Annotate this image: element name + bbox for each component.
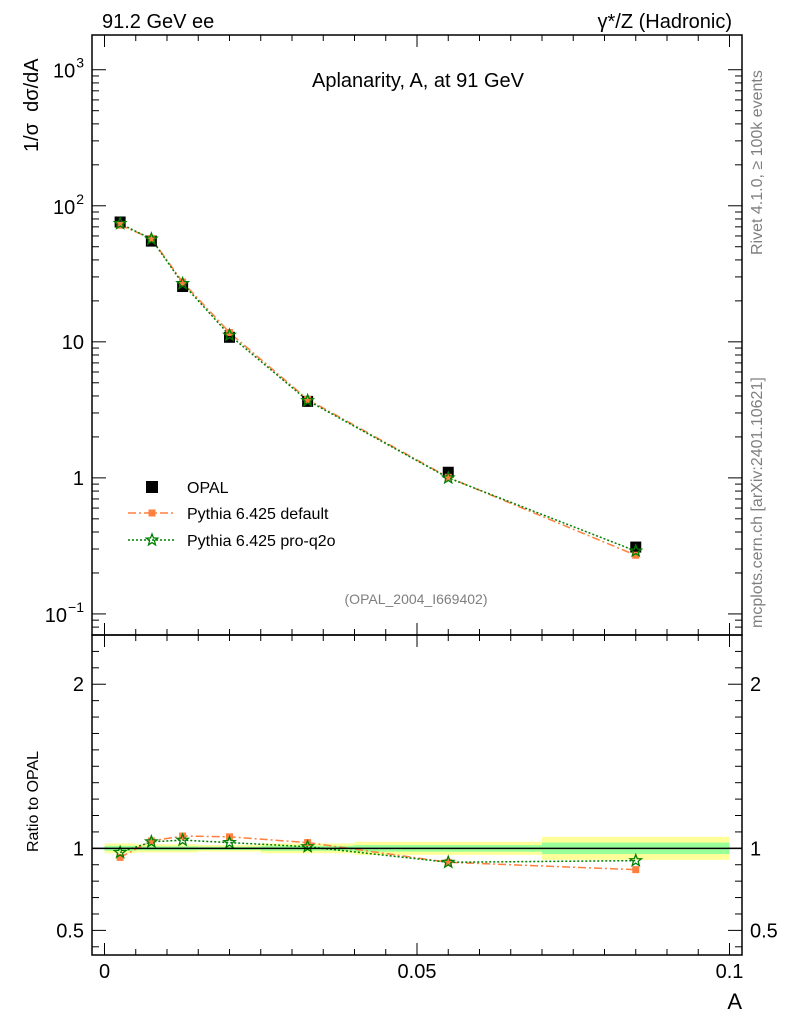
series-line-main — [119, 222, 637, 552]
x-tick-label: 0 — [99, 961, 110, 983]
legend-entry: Pythia 6.425 pro-q2o — [187, 533, 336, 550]
pythia-default-point — [632, 551, 640, 559]
y-tick-label: 10 — [53, 197, 75, 219]
analysis-tag: (OPAL_2004_I669402) — [345, 591, 488, 607]
ratio-tick-label-left: 0.5 — [56, 920, 84, 942]
x-axis-label: A — [727, 989, 742, 1014]
y-tick-label: 10 — [53, 61, 75, 83]
ratio-tick-label-left: 2 — [73, 674, 84, 696]
legend-opal-marker — [146, 481, 158, 493]
pythia-default-point — [147, 234, 155, 242]
header-right: γ*/Z (Hadronic) — [598, 11, 732, 33]
ratio-tick-label-right: 1 — [750, 838, 761, 860]
pythia-pro-q2o-point — [143, 231, 159, 246]
y-tick-label: 10 — [62, 332, 84, 354]
ratio-plot-frame — [91, 634, 743, 956]
pythia-default-ratio-point — [444, 858, 452, 866]
ratio-y-axis-label: Ratio to OPAL — [25, 751, 42, 852]
x-tick-label: 0.05 — [398, 961, 437, 983]
pythia-default-ratio-point — [304, 839, 312, 847]
pythia-default-ratio-point — [632, 866, 640, 874]
pythia-pro-q2o-ratio-point — [628, 852, 644, 868]
y-tick-label: 1 — [73, 468, 84, 490]
y-tick-label: 10 — [45, 605, 67, 627]
pythia-default-ratio-point — [116, 853, 124, 861]
series-markers — [112, 215, 644, 874]
ratio-tick-label-left: 1 — [73, 838, 84, 860]
pythia-pro-q2o-point — [628, 543, 644, 558]
pythia-pro-q2o-point — [222, 327, 237, 342]
pythia-pro-q2o-point — [300, 392, 316, 407]
legend-default-marker — [148, 509, 156, 517]
pythia-pro-q2o-ratio-point — [112, 844, 128, 859]
pythia-default-point — [116, 221, 124, 229]
legend-pro-marker — [144, 532, 160, 547]
legend-entry: Pythia 6.425 default — [187, 506, 329, 523]
pythia-pro-q2o-ratio-point — [143, 833, 159, 849]
pythia-default-point — [304, 395, 312, 403]
legend: OPAL Pythia 6.425 default Pythia 6.425 pro… — [128, 480, 336, 550]
pythia-pro-q2o-ratio-point — [222, 834, 237, 849]
legend-entry: OPAL — [187, 480, 229, 497]
header-left: 91.2 GeV ee — [102, 11, 214, 33]
side-label-top: Rivet 4.1.0, ≥ 100k events — [749, 70, 766, 255]
chart-title: Aplanarity, A, at 91 GeV — [312, 70, 525, 92]
pythia-pro-q2o-ratio-point — [175, 832, 191, 847]
pythia-default-ratio-point — [179, 832, 187, 840]
pythia-pro-q2o-point — [112, 215, 128, 230]
y-tick-label-exp: −1 — [68, 599, 84, 615]
y-tick-label-exp: 2 — [76, 191, 84, 207]
pythia-pro-q2o-point — [175, 275, 191, 290]
pythia-default-point — [444, 473, 452, 481]
y-tick-label-exp: 3 — [76, 55, 84, 71]
y-axis-label: 1/σ dσ/dA — [21, 58, 43, 152]
x-tick-label: 0.1 — [716, 961, 744, 983]
pythia-default-point — [179, 278, 187, 286]
opal-data-point — [630, 541, 642, 553]
side-label-bottom: mcplots.cern.ch [arXiv:2401.10621] — [749, 377, 766, 628]
ratio-tick-label-right: 2 — [750, 674, 761, 696]
pythia-default-point — [226, 329, 233, 337]
pythia-pro-q2o-ratio-point — [440, 854, 456, 869]
pythia-pro-q2o-point — [440, 470, 456, 485]
pythia-pro-q2o-ratio-point — [300, 838, 316, 854]
ratio-tick-label-right: 0.5 — [750, 920, 778, 942]
pythia-default-ratio-point — [147, 837, 155, 845]
